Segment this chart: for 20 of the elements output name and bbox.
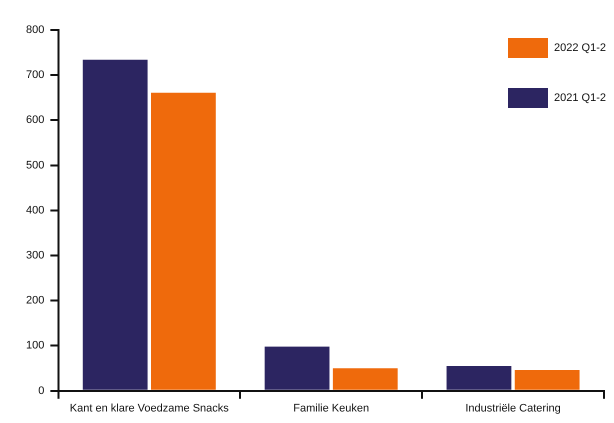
bar [82, 60, 148, 390]
y-tick-label: 600 [26, 114, 44, 126]
bar [332, 368, 398, 390]
y-tick-label: 100 [26, 340, 44, 352]
y-tick-label: 800 [26, 24, 44, 36]
x-tick-label: Kant en klare Voedzame Snacks [70, 402, 230, 414]
y-tick-label: 400 [26, 204, 44, 216]
bar [151, 92, 216, 390]
y-tick-label: 700 [26, 69, 44, 82]
legend-label: 2022 Q1-2 [554, 42, 606, 54]
y-tick-label: 0 [38, 384, 44, 397]
bar [446, 366, 512, 390]
y-tick-label: 200 [26, 294, 44, 307]
x-tick-label: Familie Keuken [293, 402, 370, 414]
x-tick-label: Industriële Catering [465, 402, 561, 414]
bar [514, 370, 580, 390]
bar [264, 346, 330, 390]
legend-label: 2021 Q1-2 [554, 92, 606, 104]
y-tick-label: 500 [26, 159, 44, 172]
y-tick-label: 300 [26, 250, 44, 262]
